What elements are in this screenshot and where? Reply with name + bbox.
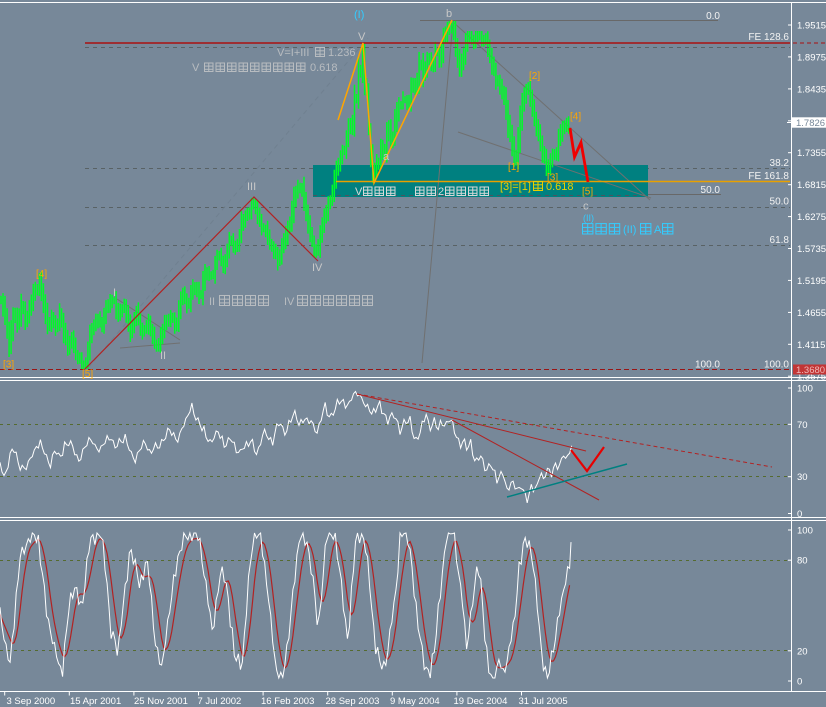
svg-text:1.6815: 1.6815 <box>797 180 826 191</box>
svg-text:1.8975: 1.8975 <box>797 52 826 63</box>
svg-text:70: 70 <box>797 420 808 431</box>
svg-text:16 Feb 2003: 16 Feb 2003 <box>261 696 314 707</box>
svg-text:IV: IV <box>312 262 323 274</box>
svg-text:II: II <box>209 296 215 308</box>
svg-text:[3]: [3] <box>547 173 558 184</box>
svg-text:III: III <box>247 181 256 193</box>
svg-text:1.7355: 1.7355 <box>797 148 826 159</box>
svg-text:0.0: 0.0 <box>706 11 720 22</box>
svg-text:0.618: 0.618 <box>310 62 338 74</box>
svg-text:30: 30 <box>797 472 808 483</box>
svg-text:(II): (II) <box>583 213 594 223</box>
svg-text:31 Jul 2005: 31 Jul 2005 <box>519 696 568 707</box>
svg-text:1.3680: 1.3680 <box>796 365 825 376</box>
svg-text:80: 80 <box>797 556 808 567</box>
svg-text:V=I+III: V=I+III <box>277 47 309 59</box>
svg-text:[3]: [3] <box>3 360 14 371</box>
svg-text:[5]: [5] <box>82 369 93 380</box>
svg-text:a: a <box>383 151 390 163</box>
svg-text:(II): (II) <box>623 224 636 236</box>
svg-text:[3]=[1]: [3]=[1] <box>500 181 531 193</box>
svg-text:[5]: [5] <box>582 187 593 198</box>
svg-text:9 May 2004: 9 May 2004 <box>390 696 440 707</box>
svg-text:100.0: 100.0 <box>695 360 720 371</box>
svg-text:I: I <box>113 287 116 299</box>
svg-text:25 Nov 2001: 25 Nov 2001 <box>134 696 188 707</box>
svg-text:100: 100 <box>797 526 813 537</box>
svg-text:0: 0 <box>797 677 802 688</box>
svg-text:61.8: 61.8 <box>770 235 790 246</box>
svg-text:1.8435: 1.8435 <box>797 84 826 95</box>
svg-text:100: 100 <box>797 384 813 395</box>
svg-text:19 Dec 2004: 19 Dec 2004 <box>454 696 508 707</box>
svg-text:1.5735: 1.5735 <box>797 244 826 255</box>
svg-text:2: 2 <box>438 186 444 198</box>
svg-text:c: c <box>583 201 589 213</box>
svg-text:3 Sep 2000: 3 Sep 2000 <box>7 696 56 707</box>
svg-text:1.5195: 1.5195 <box>797 276 826 287</box>
svg-text:1.236: 1.236 <box>328 47 356 59</box>
svg-text:1.4655: 1.4655 <box>797 308 826 319</box>
svg-text:15 Apr 2001: 15 Apr 2001 <box>70 696 121 707</box>
svg-text:0: 0 <box>797 509 802 520</box>
svg-text:[4]: [4] <box>36 269 47 280</box>
svg-text:b: b <box>446 8 452 20</box>
svg-text:1.4115: 1.4115 <box>797 340 825 351</box>
svg-text:1.3575: 1.3575 <box>797 372 826 383</box>
svg-text:100.0: 100.0 <box>764 360 789 371</box>
svg-text:[1]: [1] <box>508 162 519 173</box>
svg-text:(I): (I) <box>354 9 364 21</box>
svg-text:38.2: 38.2 <box>770 158 790 169</box>
svg-text:50.0: 50.0 <box>770 197 790 208</box>
svg-text:[2]: [2] <box>529 71 540 82</box>
svg-text:IV: IV <box>284 296 295 308</box>
svg-text:50.0: 50.0 <box>701 185 721 196</box>
svg-text:1.6275: 1.6275 <box>797 212 826 223</box>
svg-text:20: 20 <box>797 646 808 657</box>
svg-text:V: V <box>192 62 200 74</box>
svg-text:FE 161.8: FE 161.8 <box>748 171 789 182</box>
svg-text:1.7826: 1.7826 <box>796 118 825 129</box>
svg-text:A: A <box>654 224 662 236</box>
svg-text:28 Sep 2003: 28 Sep 2003 <box>326 696 380 707</box>
svg-text:FE 128.6: FE 128.6 <box>748 32 789 43</box>
svg-text:II: II <box>160 350 166 362</box>
svg-text:0.618: 0.618 <box>546 181 574 193</box>
svg-text:7 Jul 2002: 7 Jul 2002 <box>198 696 242 707</box>
svg-text:V: V <box>358 31 366 43</box>
svg-text:1.9515: 1.9515 <box>797 21 826 32</box>
svg-text:[4]: [4] <box>570 112 581 123</box>
svg-text:V: V <box>355 186 363 198</box>
